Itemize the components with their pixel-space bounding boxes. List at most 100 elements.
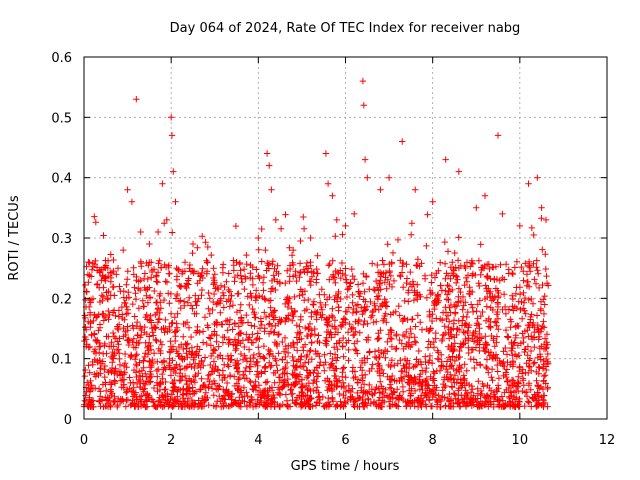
data-point [459, 306, 466, 313]
data-point [262, 296, 269, 303]
data-point [387, 376, 394, 383]
data-point [206, 295, 213, 302]
data-point [377, 327, 384, 334]
data-point [217, 309, 224, 316]
x-tick-label: 6 [341, 433, 349, 448]
data-point [167, 310, 175, 317]
data-point [166, 364, 173, 371]
data-point [525, 283, 533, 290]
data-point [368, 390, 376, 398]
data-point [314, 252, 321, 259]
data-point [364, 320, 371, 327]
data-point [143, 311, 150, 319]
data-point [301, 359, 309, 366]
data-point [463, 259, 471, 266]
data-point [171, 314, 178, 321]
data-point [196, 346, 203, 353]
data-point [265, 330, 273, 337]
data-point [210, 265, 217, 272]
data-point [374, 335, 381, 343]
data-point-peak [107, 367, 114, 374]
data-point [279, 383, 286, 391]
data-point [419, 379, 426, 386]
data-point [381, 398, 388, 406]
data-point [404, 357, 411, 364]
data-point [314, 373, 322, 380]
data-point [292, 363, 299, 370]
data-point [518, 263, 525, 271]
data-point [471, 364, 478, 372]
data-point [528, 367, 535, 374]
data-point [260, 274, 268, 281]
data-point [430, 368, 437, 375]
data-point [455, 285, 463, 292]
data-point [473, 308, 480, 315]
data-point [375, 306, 382, 313]
data-point [525, 263, 533, 270]
data-point [91, 346, 99, 353]
y-tick-label: 0.3 [51, 232, 72, 247]
data-point [269, 352, 277, 360]
data-point [446, 335, 453, 342]
data-point [310, 387, 317, 394]
data-point [203, 268, 211, 275]
data-point [528, 336, 536, 343]
data-point [539, 281, 546, 289]
data-point [477, 392, 484, 399]
data-point [469, 304, 476, 311]
data-point [275, 350, 282, 357]
data-point [188, 344, 196, 351]
data-point [124, 306, 131, 313]
data-point [360, 381, 368, 388]
data-point [457, 262, 464, 269]
data-point [412, 323, 419, 330]
data-point [151, 323, 158, 331]
data-point [394, 236, 402, 244]
data-point [207, 342, 215, 349]
data-point [150, 350, 158, 357]
data-point [252, 336, 260, 343]
data-point [275, 330, 283, 338]
data-point [135, 339, 143, 346]
data-point [424, 344, 432, 351]
data-point [476, 330, 483, 338]
data-point [339, 373, 346, 380]
data-point [212, 318, 220, 326]
data-point [231, 373, 238, 380]
data-point [321, 367, 328, 374]
data-point [295, 356, 302, 363]
data-point [140, 380, 147, 387]
data-point [155, 260, 162, 267]
data-point [269, 258, 277, 265]
data-point [503, 366, 511, 373]
data-point [509, 352, 516, 359]
data-point [543, 272, 550, 280]
data-point [394, 360, 401, 367]
data-point [388, 335, 395, 343]
data-point [169, 378, 176, 386]
data-point [249, 339, 257, 346]
data-point [539, 246, 546, 253]
data-point [97, 403, 104, 410]
data-point [418, 326, 426, 333]
data-point [188, 378, 195, 385]
data-point [129, 397, 136, 404]
data-point [380, 370, 387, 377]
data-point [104, 295, 111, 302]
data-point [327, 350, 334, 357]
data-point [268, 362, 275, 369]
data-point [477, 241, 484, 248]
data-point [491, 343, 498, 350]
data-point [187, 333, 195, 341]
data-point [258, 321, 265, 329]
data-point [265, 260, 273, 267]
data-point [407, 325, 414, 333]
data-point [529, 300, 537, 307]
data-point [156, 309, 163, 317]
data-point [261, 364, 268, 371]
data-point [434, 292, 441, 299]
data-point [268, 384, 276, 391]
data-point [185, 324, 193, 331]
data-point [194, 327, 201, 334]
data-point [127, 353, 134, 361]
